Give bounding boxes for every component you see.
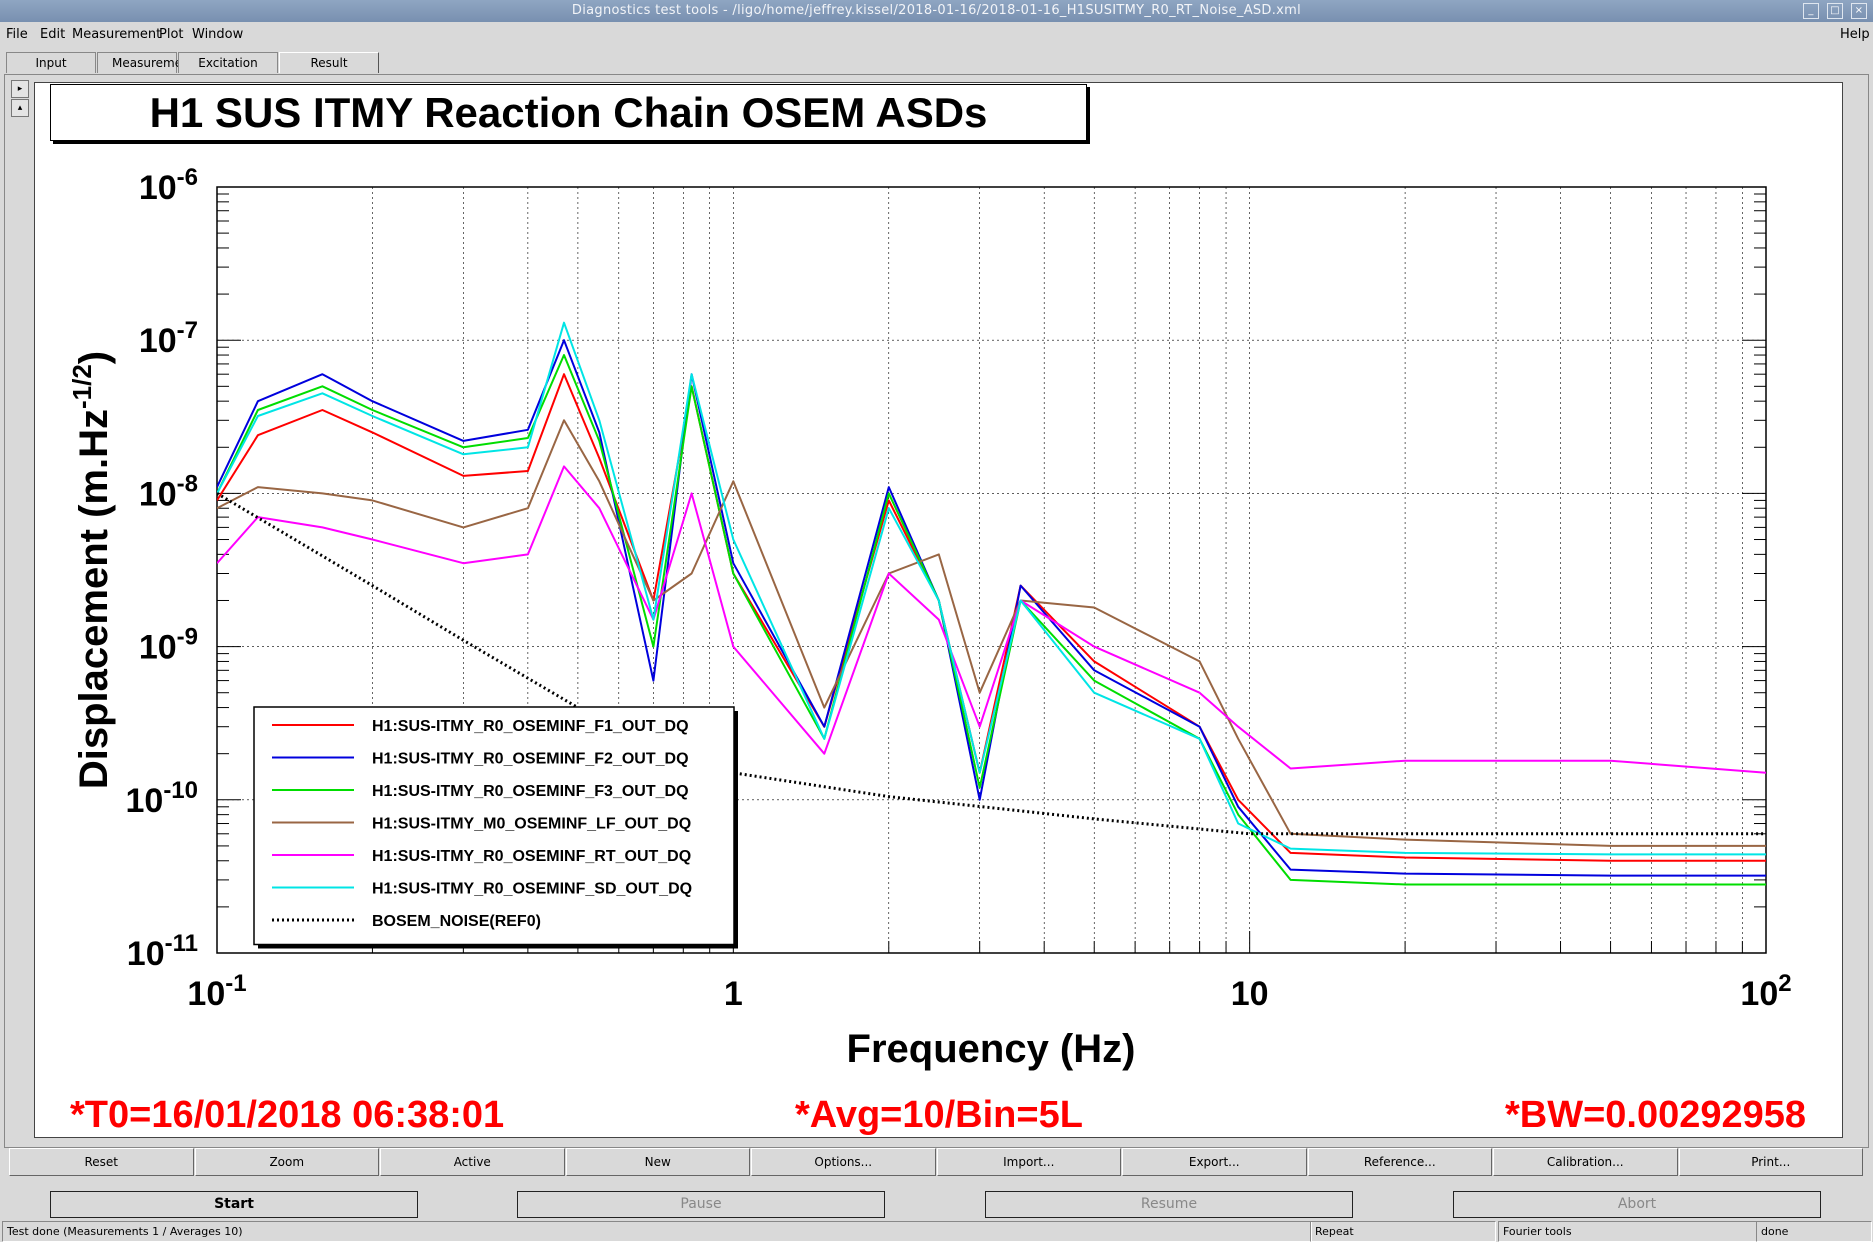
plot-pad[interactable] <box>34 82 1843 1138</box>
reset-button[interactable]: Reset <box>9 1148 194 1176</box>
y-tick-label: 10-11 <box>127 930 198 973</box>
legend-label: BOSEM_NOISE(REF0) <box>372 913 541 930</box>
x-tick-label: 10 <box>1231 975 1269 1013</box>
calibration-button[interactable]: Calibration... <box>1493 1148 1678 1176</box>
tab-result[interactable]: Result <box>279 52 379 73</box>
menubar: File Edit Measurement Plot Window Help <box>0 24 1873 46</box>
legend-label: H1:SUS-ITMY_R0_OSEMINF_F2_OUT_DQ <box>372 751 689 768</box>
plot-title: H1 SUS ITMY Reaction Chain OSEM ASDs <box>50 84 1087 141</box>
status-state: done <box>1756 1221 1872 1242</box>
info-t0: *T0=16/01/2018 06:38:01 <box>70 1094 505 1136</box>
window-titlebar: Diagnostics test tools - /ligo/home/jeff… <box>0 0 1873 22</box>
status-bar: Test done (Measurements 1 / Averages 10)… <box>0 1220 1873 1242</box>
status-tools: Fourier tools <box>1498 1221 1757 1242</box>
y-tick-label: 10-7 <box>139 317 198 360</box>
export-button[interactable]: Export... <box>1122 1148 1307 1176</box>
start-button[interactable]: Start <box>50 1191 418 1218</box>
close-icon[interactable]: × <box>1851 3 1867 19</box>
menu-edit[interactable]: Edit <box>40 27 66 42</box>
chart-series <box>217 321 1766 886</box>
menu-help[interactable]: Help <box>1840 27 1870 42</box>
tab-input[interactable]: Input <box>6 52 96 73</box>
x-tick-label: 1 <box>724 975 743 1013</box>
y-axis-label: Displacement (m.Hz-1/2) <box>67 351 116 789</box>
result-toolbar: Reset Zoom Active New Options... Import.… <box>9 1148 1864 1176</box>
legend: H1:SUS-ITMY_R0_OSEMINF_F1_OUT_DQ H1:SUS-I… <box>253 706 738 949</box>
info-bw: *BW=0.00292958 <box>1505 1094 1807 1136</box>
active-button[interactable]: Active <box>380 1148 565 1176</box>
y-tick-label: 10-9 <box>139 624 198 667</box>
menu-window[interactable]: Window <box>192 27 244 42</box>
menu-plot[interactable]: Plot <box>159 27 184 42</box>
status-message: Test done (Measurements 1 / Averages 10) <box>2 1221 1312 1242</box>
series-line <box>217 321 1766 856</box>
x-tick-label: 102 <box>1740 970 1791 1013</box>
series-line <box>217 465 1766 774</box>
legend-label: H1:SUS-ITMY_R0_OSEMINF_F1_OUT_DQ <box>372 718 689 735</box>
legend-label: H1:SUS-ITMY_R0_OSEMINF_RT_OUT_DQ <box>372 848 691 865</box>
legend-label: H1:SUS-ITMY_R0_OSEMINF_F3_OUT_DQ <box>372 783 689 800</box>
info-avg: *Avg=10/Bin=5L <box>795 1094 1083 1136</box>
maximize-icon[interactable]: □ <box>1827 3 1843 19</box>
y-tick-label: 10-10 <box>125 777 198 820</box>
chart-ticks <box>216 193 1766 954</box>
x-tick-label: 10-1 <box>187 970 246 1013</box>
tab-bar: Input Measurement Excitation Result <box>6 52 380 74</box>
window-title: Diagnostics test tools - /ligo/home/jeff… <box>571 3 1302 18</box>
plot-frame <box>216 186 1767 954</box>
y-tick-label: 10-8 <box>139 470 198 513</box>
options-button[interactable]: Options... <box>751 1148 936 1176</box>
legend-label: H1:SUS-ITMY_R0_OSEMINF_SD_OUT_DQ <box>372 881 692 898</box>
reference-button[interactable]: Reference... <box>1307 1148 1492 1176</box>
scroll-right-icon[interactable]: ▸ <box>11 80 29 98</box>
menu-measurement[interactable]: Measurement <box>72 27 162 42</box>
tab-excitation[interactable]: Excitation <box>178 52 278 73</box>
resume-button[interactable]: Resume <box>985 1191 1353 1218</box>
minimize-icon[interactable]: _ <box>1803 3 1819 19</box>
status-repeat: Repeat <box>1310 1221 1496 1242</box>
series-line <box>217 419 1766 847</box>
abort-button[interactable]: Abort <box>1453 1191 1821 1218</box>
window-controls: _ □ × <box>1803 3 1867 19</box>
y-tick-label: 10-6 <box>139 164 198 207</box>
new-button[interactable]: New <box>565 1148 750 1176</box>
print-button[interactable]: Print... <box>1678 1148 1863 1176</box>
pause-button[interactable]: Pause <box>517 1191 885 1218</box>
legend-label: H1:SUS-ITMY_M0_OSEMINF_LF_OUT_DQ <box>372 816 691 833</box>
series-line <box>217 339 1766 877</box>
zoom-button[interactable]: Zoom <box>194 1148 379 1176</box>
tab-measurement[interactable]: Measurement <box>97 52 194 73</box>
scroll-up-icon[interactable]: ▴ <box>11 99 29 117</box>
legend-box <box>253 706 735 946</box>
x-axis-label: Frequency (Hz) <box>847 1027 1136 1071</box>
import-button[interactable]: Import... <box>936 1148 1121 1176</box>
menu-file[interactable]: File <box>6 27 28 42</box>
